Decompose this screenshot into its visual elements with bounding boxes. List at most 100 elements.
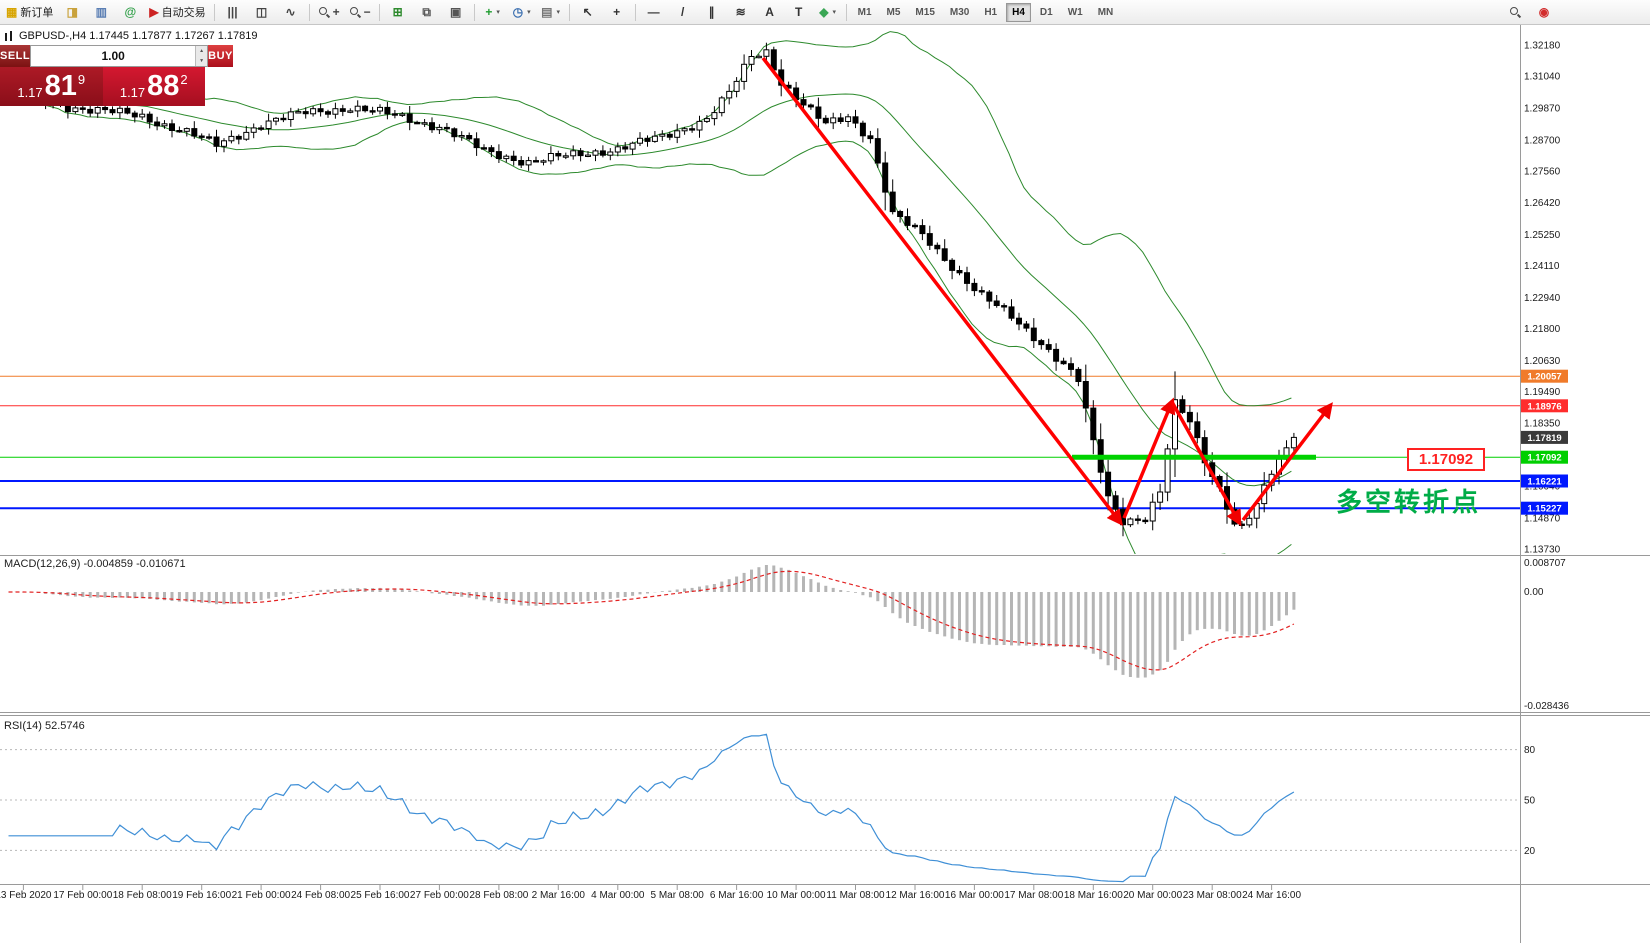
- new-order-button[interactable]: ▦ 新订单: [2, 1, 57, 24]
- bar-chart-button[interactable]: |||: [219, 1, 247, 24]
- date-tick-label: 17 Mar 08:00: [1004, 890, 1063, 901]
- shapes-button[interactable]: ◆ ▾: [814, 1, 842, 24]
- search-button[interactable]: [1501, 1, 1529, 24]
- trendline-glyph-icon: /: [680, 5, 685, 19]
- date-tick-label: 6 Mar 16:00: [710, 890, 764, 901]
- trend-arrow-2[interactable]: [1122, 397, 1176, 519]
- price-tick-label: 1.19490: [1524, 387, 1561, 398]
- trend-arrow-1[interactable]: [761, 56, 1123, 526]
- hline-button[interactable]: —: [640, 1, 668, 24]
- timeframe-button-m5[interactable]: M5: [886, 6, 901, 18]
- price-tag: [1521, 399, 1568, 413]
- mql5-glyph-icon: ◉: [1538, 5, 1550, 19]
- trend-arrow-3[interactable]: [1170, 401, 1242, 527]
- rsi-pane-label: RSI(14) 52.5746: [4, 720, 85, 732]
- date-tick-label: 28 Feb 08:00: [469, 890, 528, 901]
- volume-up-button[interactable]: ▲: [195, 46, 208, 56]
- buy-price-display[interactable]: 1.17 88 2: [102, 67, 205, 106]
- price-tag-label: 1.16221: [1527, 477, 1562, 488]
- horizontal-lines[interactable]: [0, 375, 1520, 510]
- line-chart-button[interactable]: ∿: [277, 1, 305, 24]
- buy-button[interactable]: BUY: [208, 45, 233, 67]
- volume-input[interactable]: [31, 46, 196, 66]
- sell-price-sup: 9: [77, 72, 86, 87]
- candlestick-chart-button[interactable]: ◫: [248, 1, 276, 24]
- date-tick-label: 2 Mar 16:00: [532, 890, 586, 901]
- cursor-button[interactable]: ↖: [574, 1, 602, 24]
- price-tick-label: 1.31040: [1524, 72, 1561, 83]
- timeframe-button-h1[interactable]: H1: [984, 6, 998, 18]
- price-tick-label: 1.28700: [1524, 136, 1561, 147]
- symbol-header: GBPUSD-,H4 1.17445 1.17877 1.17267 1.178…: [4, 30, 258, 42]
- grid-button[interactable]: ⊞: [384, 1, 412, 24]
- bollinger-bands: [20, 31, 1292, 554]
- date-tick-label: 21 Feb 00:00: [232, 890, 291, 901]
- channel-glyph-icon: ∥: [708, 5, 715, 19]
- zoom-in-glyph-icon: +: [332, 5, 340, 19]
- text-glyph-icon: A: [765, 5, 774, 19]
- price-tick-label: 1.14870: [1524, 514, 1561, 525]
- date-tick-label: 20 Mar 00:00: [1123, 890, 1182, 901]
- indicators-button[interactable]: + ▾: [479, 1, 507, 24]
- rsi-level-label: 20: [1524, 846, 1536, 857]
- macd-pane-label: MACD(12,26,9) -0.004859 -0.010671: [4, 558, 186, 570]
- macd-axis-label: 0.008707: [1524, 558, 1566, 569]
- price-tick-label: 1.32180: [1524, 41, 1561, 52]
- community-icon-button[interactable]: @: [116, 1, 144, 24]
- rsi-level-label: 80: [1524, 745, 1536, 756]
- text-label-button[interactable]: T: [785, 1, 813, 24]
- macd-plot: [8, 565, 1296, 678]
- market-watch-icon-button[interactable]: ◨: [58, 1, 86, 24]
- support-price-flag[interactable]: 1.17092: [1407, 448, 1485, 471]
- timeframe-button-m1[interactable]: M1: [857, 6, 872, 18]
- channel-button[interactable]: ∥: [698, 1, 726, 24]
- date-tick-label: 24 Feb 08:00: [291, 890, 350, 901]
- autotrading-button[interactable]: ▶ 自动交易: [145, 1, 209, 24]
- date-tick-label: 4 Mar 00:00: [591, 890, 645, 901]
- volume-down-button[interactable]: ▼: [195, 56, 208, 66]
- chevron-down-icon: ▾: [496, 9, 500, 16]
- sell-price-display[interactable]: 1.17 81 9: [0, 67, 103, 106]
- timeframe-button-d1[interactable]: D1: [1039, 6, 1053, 18]
- tile-windows-glyph-icon: ⧉: [422, 5, 431, 19]
- autotrading-glyph-icon: ▶: [149, 5, 159, 19]
- cascade-windows-button[interactable]: ▣: [442, 1, 470, 24]
- hline-glyph-icon: —: [647, 5, 660, 19]
- zoom-out-glyph-icon: −: [363, 5, 371, 19]
- zoom-in-button[interactable]: +: [314, 1, 344, 24]
- chevron-down-icon: ▾: [832, 9, 836, 16]
- text-button[interactable]: A: [756, 1, 784, 24]
- time-axis: 13 Feb 2020 17 Feb 00:00 18 Feb 08:00 19 Fe…: [0, 885, 1301, 901]
- timeframe-button-mn[interactable]: MN: [1097, 6, 1114, 18]
- trend-arrows[interactable]: [761, 56, 1333, 527]
- timeframe-button-m30[interactable]: M30: [949, 6, 970, 18]
- tile-windows-button[interactable]: ⧉: [413, 1, 441, 24]
- templates-button[interactable]: ▤ ▾: [537, 1, 565, 24]
- zoom-out-button[interactable]: −: [345, 1, 375, 24]
- date-tick-label: 16 Mar 00:00: [945, 890, 1004, 901]
- line-chart-glyph-icon: ∿: [285, 5, 296, 19]
- sell-button[interactable]: SELL: [0, 45, 31, 67]
- zoom-in-icon: [318, 6, 330, 18]
- price-tick-label: 1.18350: [1524, 418, 1561, 429]
- fibonacci-button[interactable]: ≋: [727, 1, 755, 24]
- price-tag-label: 1.20057: [1527, 372, 1561, 383]
- trendline-button[interactable]: /: [669, 1, 697, 24]
- price-tick-label: 1.21800: [1524, 324, 1561, 335]
- periods-button[interactable]: ◷ ▾: [508, 1, 536, 24]
- price-tag: [1521, 501, 1568, 515]
- timeframe-button-h4[interactable]: H4: [1006, 2, 1031, 22]
- trend-arrow-4[interactable]: [1241, 402, 1333, 522]
- date-tick-label: 19 Feb 16:00: [172, 890, 231, 901]
- timeframe-button-w1[interactable]: W1: [1067, 6, 1083, 18]
- mql5-button[interactable]: ◉: [1530, 1, 1558, 24]
- rsi-level-label: 50: [1524, 796, 1536, 807]
- new-order-button-label: 新订单: [20, 7, 54, 19]
- toolbar-separator: [845, 3, 847, 21]
- timeframe-button-m15[interactable]: M15: [915, 6, 935, 18]
- data-window-icon-button[interactable]: ▥: [87, 1, 115, 24]
- crosshair-button[interactable]: +: [603, 1, 631, 24]
- date-tick-label: 25 Feb 16:00: [351, 890, 410, 901]
- volume-box: ▲ ▼: [30, 45, 209, 67]
